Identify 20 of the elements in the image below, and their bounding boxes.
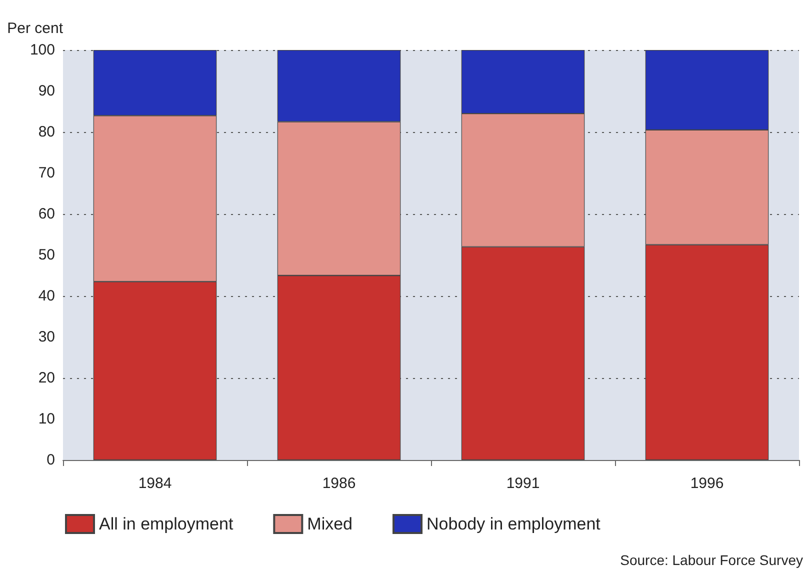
- y-tick-label: 60: [38, 206, 55, 222]
- x-tick-label: 1986: [322, 475, 356, 492]
- y-tick-label: 10: [38, 410, 55, 428]
- y-axis-title: Per cent: [7, 20, 64, 37]
- x-tick-label: 1991: [506, 475, 540, 492]
- y-tick-label: 0: [46, 452, 55, 468]
- y-tick-label: 30: [38, 328, 55, 346]
- source-note: Source: Labour Force Survey: [620, 552, 804, 568]
- y-tick-label: 40: [38, 288, 55, 304]
- y-tick-label: 100: [30, 42, 55, 58]
- x-tick-label: 1996: [690, 475, 724, 492]
- y-tick-label: 50: [38, 246, 55, 264]
- y-tick-label: 80: [38, 124, 55, 140]
- y-tick-label: 20: [38, 370, 55, 386]
- x-tick-label: 1984: [138, 475, 172, 492]
- legend-label: Mixed: [307, 514, 353, 534]
- legend-label: All in employment: [99, 514, 234, 534]
- y-tick-label: 70: [38, 164, 55, 182]
- y-tick-label: 90: [38, 82, 55, 100]
- legend-label: Nobody in employment: [426, 514, 601, 534]
